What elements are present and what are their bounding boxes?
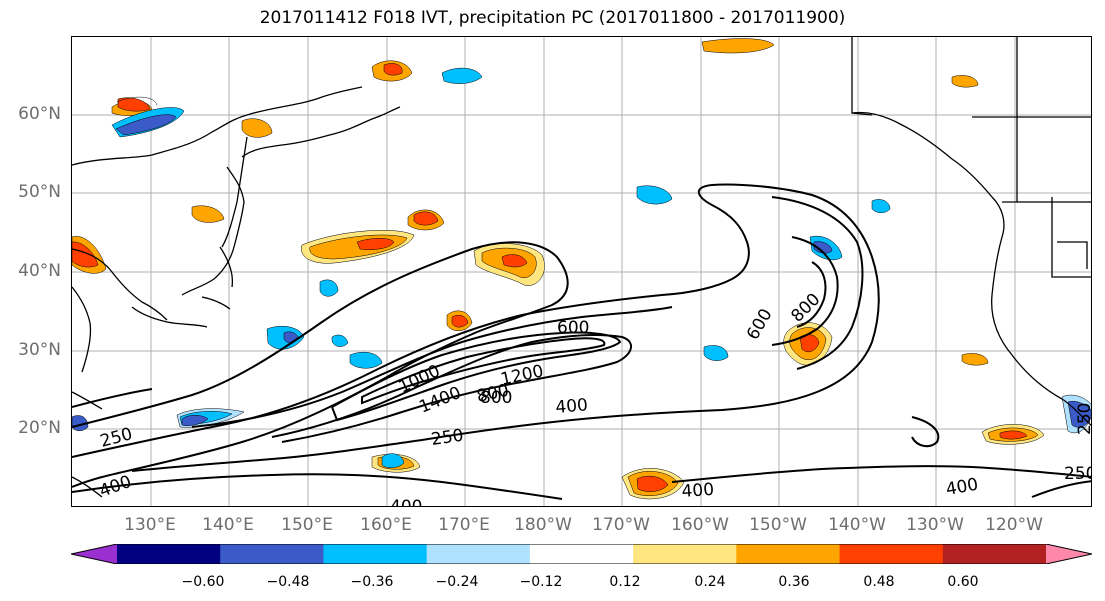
colorbar-tick: −0.12 <box>519 574 563 590</box>
map-canvas: 250 400 600 800 1000 1200 1400 800 400 2… <box>72 37 1092 507</box>
colorbar-tick: −0.24 <box>435 574 479 590</box>
contour-label: 600 <box>557 318 589 338</box>
lon-label-160e: 160°E <box>360 515 412 535</box>
colorbar-extend-low <box>71 544 117 564</box>
lon-label-160w: 160°W <box>671 515 729 535</box>
ivt-contours <box>72 183 1091 500</box>
contour-label: 400 <box>944 475 979 500</box>
contour-label: 250 <box>98 424 135 452</box>
colorbar-tick: 0.60 <box>947 574 979 590</box>
lon-label-130e: 130°E <box>124 515 176 535</box>
colorbar-segment <box>736 544 841 564</box>
colorbar-tick: −0.48 <box>266 574 310 590</box>
lon-label-150w: 150°W <box>749 515 807 535</box>
colorbar-tick: −0.60 <box>181 574 225 590</box>
contour-label: 1200 <box>499 361 545 390</box>
lon-label-140e: 140°E <box>202 515 254 535</box>
lon-label-170w: 170°W <box>592 515 650 535</box>
contour-label: 250 <box>1075 403 1092 435</box>
colorbar-tick: 0.12 <box>609 574 641 590</box>
contour-label: 250 <box>430 426 465 450</box>
contour-label-group: 250 400 600 800 1000 1200 1400 800 400 2… <box>97 289 1092 507</box>
colorbar-segment <box>323 544 428 564</box>
map-title: 2017011412 F018 IVT, precipitation PC (2… <box>259 8 846 28</box>
colorbar-segment <box>426 544 531 564</box>
coastlines <box>72 37 1091 498</box>
lat-label-40n: 40°N <box>18 261 61 281</box>
lat-label-30n: 30°N <box>18 340 61 360</box>
precip-positive-shading <box>72 38 1045 500</box>
colorbar-segment <box>633 544 737 564</box>
contour-label: 800 <box>787 289 824 326</box>
lon-label-140w: 140°W <box>828 515 886 535</box>
contour-label: 800 <box>480 388 512 408</box>
colorbar-tick: 0.48 <box>863 574 895 590</box>
contour-label: 250 <box>1064 464 1092 484</box>
colorbar-segment <box>117 544 221 564</box>
colorbar-segment <box>529 544 634 564</box>
colorbar-tick: 0.36 <box>778 574 810 590</box>
colorbar-segment <box>839 544 944 564</box>
lon-label-150e: 150°E <box>281 515 333 535</box>
lon-label-130w: 130°W <box>906 515 964 535</box>
map-panel: 250 400 600 800 1000 1200 1400 800 400 2… <box>71 36 1092 507</box>
lat-label-60n: 60°N <box>18 104 61 124</box>
lon-label-170e: 170°E <box>438 515 490 535</box>
colorbar-extend-high <box>1046 544 1092 564</box>
contour-label: 400 <box>681 480 715 502</box>
precip-negative-shading <box>72 67 1091 468</box>
lon-label-180w: 180°W <box>514 515 572 535</box>
lon-label-120w: 120°W <box>985 515 1043 535</box>
contour-label: 400 <box>390 497 422 507</box>
colorbar-segment <box>942 544 1047 564</box>
lat-label-50n: 50°N <box>18 182 61 202</box>
contour-label: 600 <box>743 305 777 343</box>
colorbar-tick: 0.24 <box>694 574 726 590</box>
colorbar-tick: −0.36 <box>350 574 394 590</box>
lat-label-20n: 20°N <box>18 418 61 438</box>
colorbar <box>71 544 1092 564</box>
contour-label: 400 <box>555 395 589 418</box>
colorbar-segment <box>220 544 324 564</box>
